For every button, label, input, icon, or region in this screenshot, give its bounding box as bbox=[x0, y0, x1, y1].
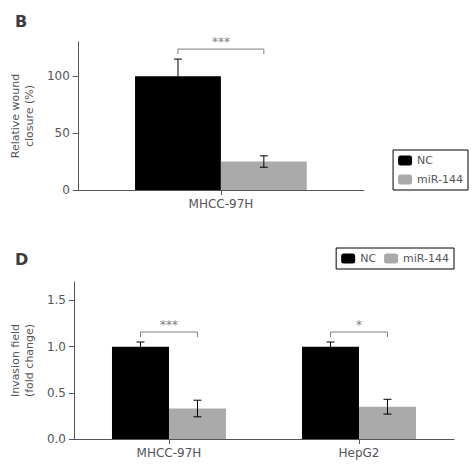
svg-text:1.0: 1.0 bbox=[47, 340, 66, 354]
svg-text:0: 0 bbox=[62, 183, 70, 197]
svg-text:***: *** bbox=[212, 35, 230, 49]
svg-text:miR-144: miR-144 bbox=[417, 173, 463, 186]
svg-text:NC: NC bbox=[417, 154, 433, 167]
svg-text:(fold change): (fold change) bbox=[23, 324, 36, 397]
svg-text:HepG2: HepG2 bbox=[339, 446, 380, 460]
svg-text:D: D bbox=[15, 250, 28, 269]
svg-text:0.0: 0.0 bbox=[47, 432, 66, 446]
svg-text:NC: NC bbox=[360, 252, 376, 265]
svg-text:0.5: 0.5 bbox=[47, 386, 66, 400]
svg-text:closure (%): closure (%) bbox=[23, 85, 36, 147]
svg-text:MHCC-97H: MHCC-97H bbox=[137, 446, 202, 460]
svg-text:*: * bbox=[356, 318, 362, 332]
svg-text:B: B bbox=[15, 12, 27, 31]
svg-text:miR-144: miR-144 bbox=[403, 252, 449, 265]
svg-text:Relative wound: Relative wound bbox=[9, 74, 22, 159]
svg-text:100: 100 bbox=[47, 69, 70, 83]
svg-text:Invasion field: Invasion field bbox=[9, 324, 22, 397]
svg-text:MHCC-97H: MHCC-97H bbox=[189, 197, 254, 211]
svg-text:1.5: 1.5 bbox=[47, 293, 66, 307]
svg-text:***: *** bbox=[160, 318, 178, 332]
svg-text:50: 50 bbox=[55, 126, 70, 140]
